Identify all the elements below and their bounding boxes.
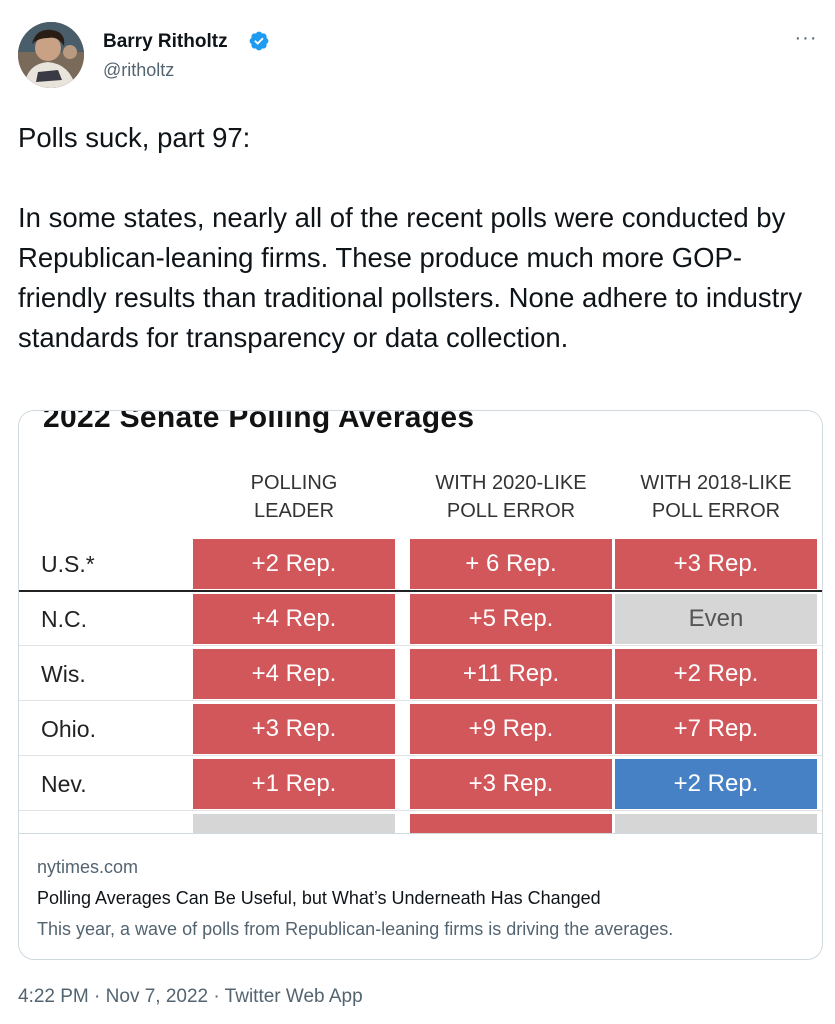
link-card[interactable]: 2022 Senate Polling Averages POLLING LEA…: [18, 410, 823, 960]
card-title[interactable]: Polling Averages Can Be Useful, but What…: [37, 888, 601, 908]
poll-cell: +7 Rep.: [615, 704, 817, 754]
column-header: WITH 2018-LIKE POLL ERROR: [640, 472, 792, 522]
poll-cell: +4 Rep.: [193, 594, 395, 644]
column-header: POLLING LEADER: [250, 472, 338, 522]
table-divider: [19, 700, 822, 701]
poll-cell: +3 Rep.: [410, 759, 612, 809]
card-image[interactable]: 2022 Senate Polling Averages POLLING LEA…: [19, 411, 822, 833]
poll-cell: +3 Rep.: [615, 539, 817, 589]
row-label: N.C.: [41, 606, 87, 632]
table-divider: [19, 810, 822, 811]
poll-cell: [193, 814, 395, 833]
tweet-paragraph: In some states, nearly all of the recent…: [18, 202, 803, 353]
poll-cell: +9 Rep.: [410, 704, 612, 754]
poll-cell: +5 Rep.: [410, 594, 612, 644]
tweet-text: Polls suck, part 97: In some states, nea…: [18, 118, 828, 358]
poll-cell: [615, 814, 817, 833]
poll-cell: +2 Rep.: [615, 649, 817, 699]
more-options-icon[interactable]: ···: [794, 27, 818, 49]
meta-separator: ·: [94, 986, 101, 1007]
row-label: Nev.: [41, 771, 87, 797]
row-label: Ohio.: [41, 716, 96, 742]
author-name[interactable]: Barry Ritholtz: [103, 31, 228, 52]
poll-cell: [410, 814, 612, 833]
row-label: Wis.: [41, 661, 86, 687]
poll-cell: Even: [615, 594, 817, 644]
poll-cell: +2 Rep.: [615, 759, 817, 809]
verified-badge-icon: [249, 31, 269, 51]
tweet-paragraph: Polls suck, part 97:: [18, 122, 251, 153]
poll-cell: +2 Rep.: [193, 539, 395, 589]
tweet-date[interactable]: Nov 7, 2022: [105, 986, 209, 1007]
tweet-meta: 4:22 PM · Nov 7, 2022 · Twitter Web App: [18, 986, 363, 1008]
poll-cell: +11 Rep.: [410, 649, 612, 699]
card-description: This year, a wave of polls from Republic…: [37, 919, 674, 939]
tweet-time[interactable]: 4:22 PM: [18, 986, 89, 1007]
column-header: WITH 2020-LIKE POLL ERROR: [435, 472, 587, 522]
poll-cell: +4 Rep.: [193, 649, 395, 699]
poll-cell: +3 Rep.: [193, 704, 395, 754]
card-image-title: 2022 Senate Polling Averages: [43, 411, 475, 434]
avatar-image: [18, 22, 84, 88]
poll-cell: +1 Rep.: [193, 759, 395, 809]
table-divider: [19, 645, 822, 646]
row-label: U.S.*: [41, 551, 95, 577]
table-divider: [19, 755, 822, 756]
card-domain: nytimes.com: [37, 857, 139, 877]
tweet-source[interactable]: Twitter Web App: [224, 986, 363, 1007]
table-divider-heavy: [19, 590, 822, 592]
author-handle[interactable]: @ritholtz: [103, 60, 175, 80]
meta-separator: ·: [213, 986, 220, 1007]
card-info[interactable]: nytimes.com Polling Averages Can Be Usef…: [19, 833, 822, 959]
poll-cell: + 6 Rep.: [410, 539, 612, 589]
avatar[interactable]: [18, 22, 84, 88]
